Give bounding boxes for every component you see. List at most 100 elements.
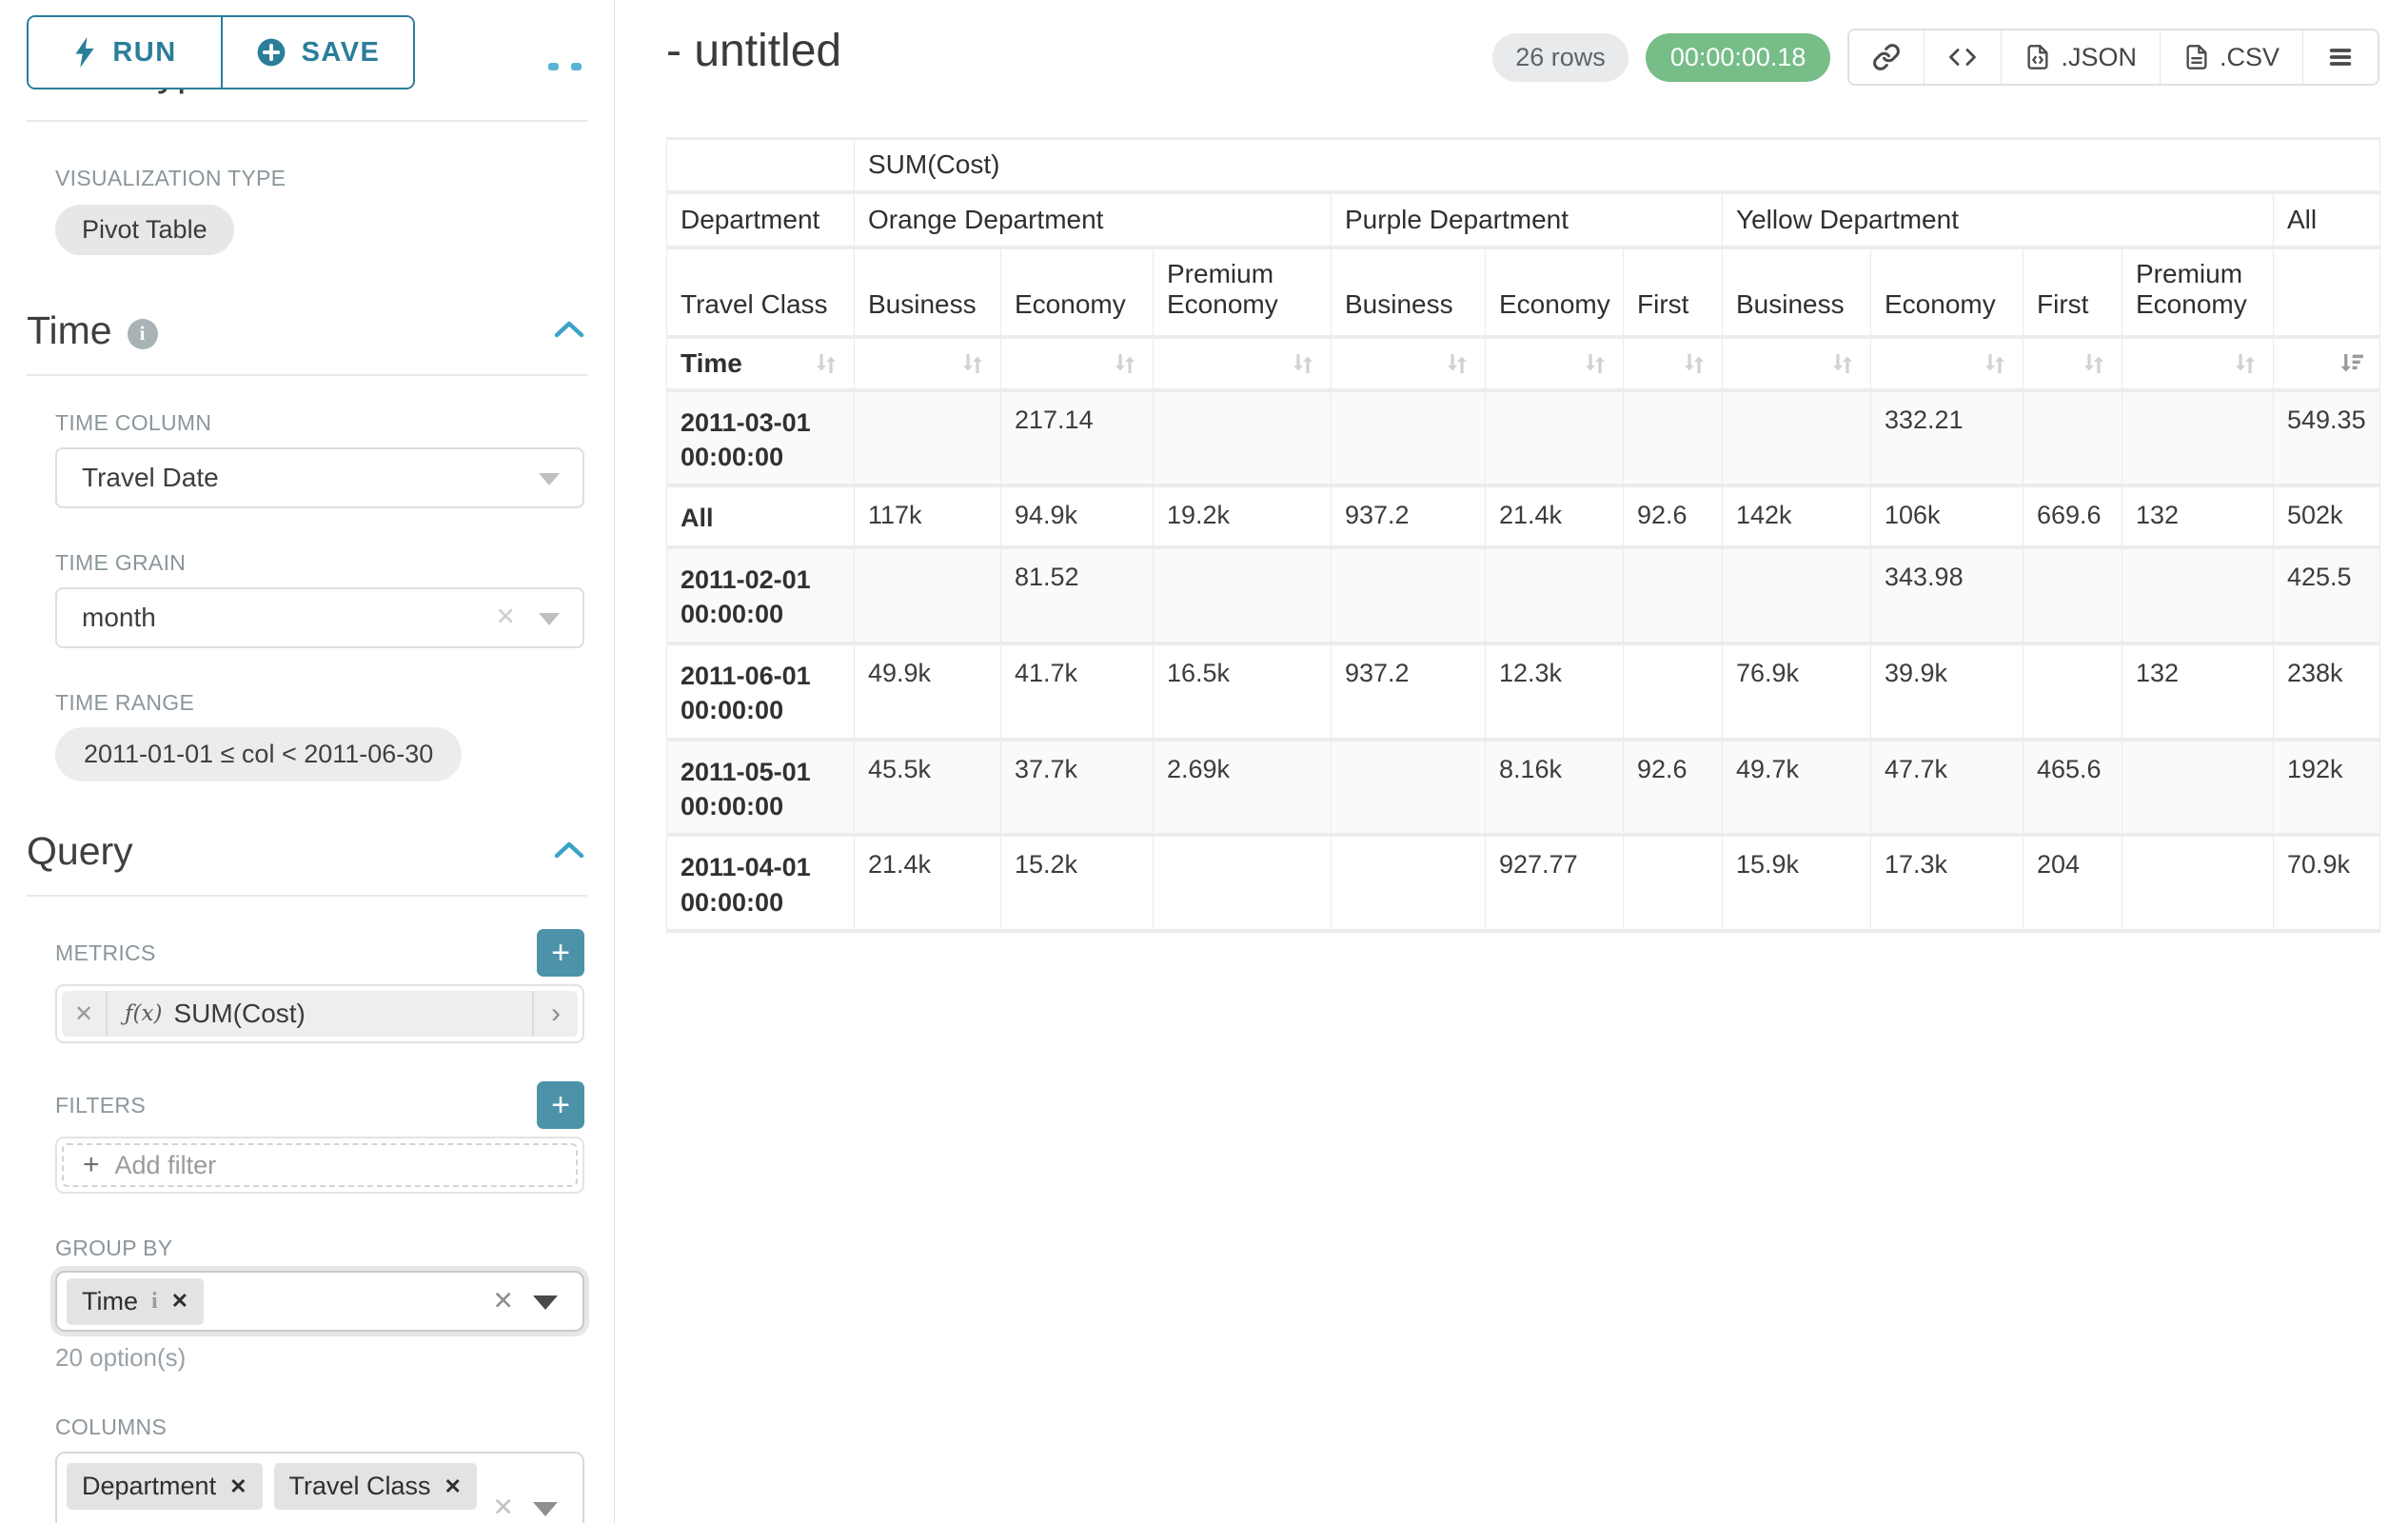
value-cell: 343.98 [1870, 546, 2023, 645]
control-panel-sidebar: Chart Type RUN SAVE VISUALIZATION TYPE P… [0, 0, 615, 1523]
value-cell: 465.6 [2023, 739, 2122, 838]
export-json-button[interactable]: .JSON [2001, 30, 2160, 84]
clear-icon[interactable]: ✕ [492, 1286, 514, 1315]
metric-name: SUM(Cost) [173, 999, 306, 1028]
value-cell [2023, 643, 2122, 742]
info-icon[interactable]: i [127, 318, 158, 349]
time-range-pill[interactable]: 2011-01-01 ≤ col < 2011-06-30 [55, 727, 463, 781]
value-cell: 49.9k [854, 643, 1001, 742]
columns-label: COLUMNS [55, 1414, 168, 1439]
sort-icon[interactable] [1289, 349, 1317, 378]
run-button[interactable]: RUN [29, 17, 221, 88]
columns-tag: Department ✕ [67, 1463, 263, 1510]
column-sort-cell[interactable] [854, 336, 1001, 392]
row-label-cell: 2011-04-01 00:00:00 [666, 835, 855, 934]
collapse-time-section-button[interactable] [553, 320, 585, 344]
department-group-cell: Orange Department [854, 191, 1332, 249]
time-column-label: TIME COLUMN [55, 410, 212, 435]
value-cell [1153, 546, 1332, 645]
add-metric-button[interactable]: + [537, 929, 584, 977]
sort-icon[interactable] [1581, 349, 1609, 378]
value-cell [854, 546, 1001, 645]
sort-icon[interactable] [812, 349, 840, 378]
value-cell: 16.5k [1153, 643, 1332, 742]
value-cell: 937.2 [1331, 485, 1486, 549]
travel-class-cell: Economy [1000, 247, 1154, 339]
clear-icon[interactable]: ✕ [495, 602, 516, 631]
value-cell: 49.7k [1722, 739, 1871, 838]
menu-button[interactable] [2302, 30, 2378, 84]
column-sort-cell[interactable] [1331, 336, 1486, 392]
column-sort-cell[interactable] [1485, 336, 1624, 392]
travel-class-cell: Economy [1485, 247, 1624, 339]
chart-title[interactable]: - untitled [666, 26, 842, 76]
chevron-down-icon[interactable] [533, 1502, 558, 1516]
value-cell: 332.21 [1870, 389, 2023, 488]
row-label-cell: 2011-02-01 00:00:00 [666, 546, 855, 645]
metric-pill[interactable]: ✕ ƒ(x) SUM(Cost) › [62, 991, 578, 1037]
add-filter-plus-button[interactable]: + [537, 1081, 584, 1129]
group-by-select[interactable]: Time i ✕ ✕ [55, 1271, 584, 1332]
value-cell: 47.7k [1870, 739, 2023, 838]
remove-tag-icon[interactable]: ✕ [444, 1474, 462, 1498]
remove-tag-icon[interactable]: ✕ [170, 1289, 189, 1313]
value-cell: 12.3k [1485, 643, 1624, 742]
value-cell: 192k [2272, 739, 2381, 838]
remove-tag-icon[interactable]: ✕ [229, 1474, 247, 1498]
share-link-button[interactable] [1849, 30, 1924, 84]
sort-icon[interactable] [1828, 349, 1857, 378]
sort-icon[interactable] [1680, 349, 1708, 378]
plus-icon: + [83, 1149, 100, 1180]
row-dimension-sort-cell[interactable]: Time [666, 336, 855, 392]
column-sort-cell[interactable] [1000, 336, 1154, 392]
value-cell [1331, 546, 1486, 645]
time-column-value: Travel Date [82, 463, 219, 492]
chevron-up-icon [554, 321, 584, 338]
columns-select[interactable]: Department ✕ Travel Class ✕ ✕ [55, 1452, 584, 1523]
column-sort-cell[interactable] [1870, 336, 2023, 392]
sort-icon[interactable] [958, 349, 987, 378]
lightning-bolt-icon [75, 37, 94, 68]
add-filter-button[interactable]: + Add filter [62, 1143, 578, 1187]
chevron-down-icon[interactable] [533, 1296, 558, 1310]
row-label-cell: 2011-03-01 00:00:00 [666, 389, 855, 488]
value-cell: 37.7k [1000, 739, 1154, 838]
column-sort-cell[interactable] [1722, 336, 1871, 392]
value-cell [1623, 546, 1723, 645]
time-grain-select[interactable]: month ✕ [55, 587, 584, 648]
embed-code-button[interactable] [1924, 30, 2002, 84]
value-cell: 132 [2122, 643, 2274, 742]
sort-descending-icon[interactable] [2338, 349, 2366, 378]
column-sort-cell[interactable] [1153, 336, 1332, 392]
sort-icon[interactable] [1981, 349, 2009, 378]
remove-metric-icon[interactable]: ✕ [62, 991, 108, 1037]
info-icon[interactable]: i [151, 1288, 158, 1314]
metric-field: ✕ ƒ(x) SUM(Cost) › [55, 984, 584, 1043]
table-row: 2011-02-01 00:00:00 81.52 343.98 425.5 [666, 546, 2381, 645]
column-sort-cell[interactable] [1623, 336, 1723, 392]
sort-icon[interactable] [2231, 349, 2260, 378]
sort-icon[interactable] [2080, 349, 2108, 378]
time-column-select[interactable]: Travel Date [55, 447, 584, 508]
travel-class-cell: Premium Economy [1153, 247, 1332, 339]
row-label-cell: 2011-05-01 00:00:00 [666, 739, 855, 838]
columns-tag: Travel Class ✕ [273, 1463, 477, 1510]
value-cell [1722, 389, 1871, 488]
sort-icon[interactable] [1443, 349, 1471, 378]
section-divider [27, 120, 587, 122]
column-sort-cell[interactable] [2122, 336, 2274, 392]
save-button[interactable]: SAVE [221, 17, 413, 88]
value-cell [1722, 546, 1871, 645]
value-cell: 669.6 [2023, 485, 2122, 549]
table-row: All 117k 94.9k 19.2k 937.2 21.4k 92.6 142k 106k 6… [666, 485, 2381, 549]
collapse-query-section-button[interactable] [553, 841, 585, 864]
value-cell: 45.5k [854, 739, 1001, 838]
export-csv-button[interactable]: .CSV [2159, 30, 2302, 84]
column-sort-cell[interactable] [2272, 336, 2381, 392]
expand-metric-icon[interactable]: › [532, 991, 578, 1037]
column-sort-cell[interactable] [2023, 336, 2122, 392]
viz-type-pill[interactable]: Pivot Table [55, 205, 234, 255]
clear-icon[interactable]: ✕ [492, 1493, 514, 1522]
sort-icon[interactable] [1111, 349, 1139, 378]
travel-class-header-row: Travel Class Business Economy Premium Econo… [666, 247, 2381, 339]
